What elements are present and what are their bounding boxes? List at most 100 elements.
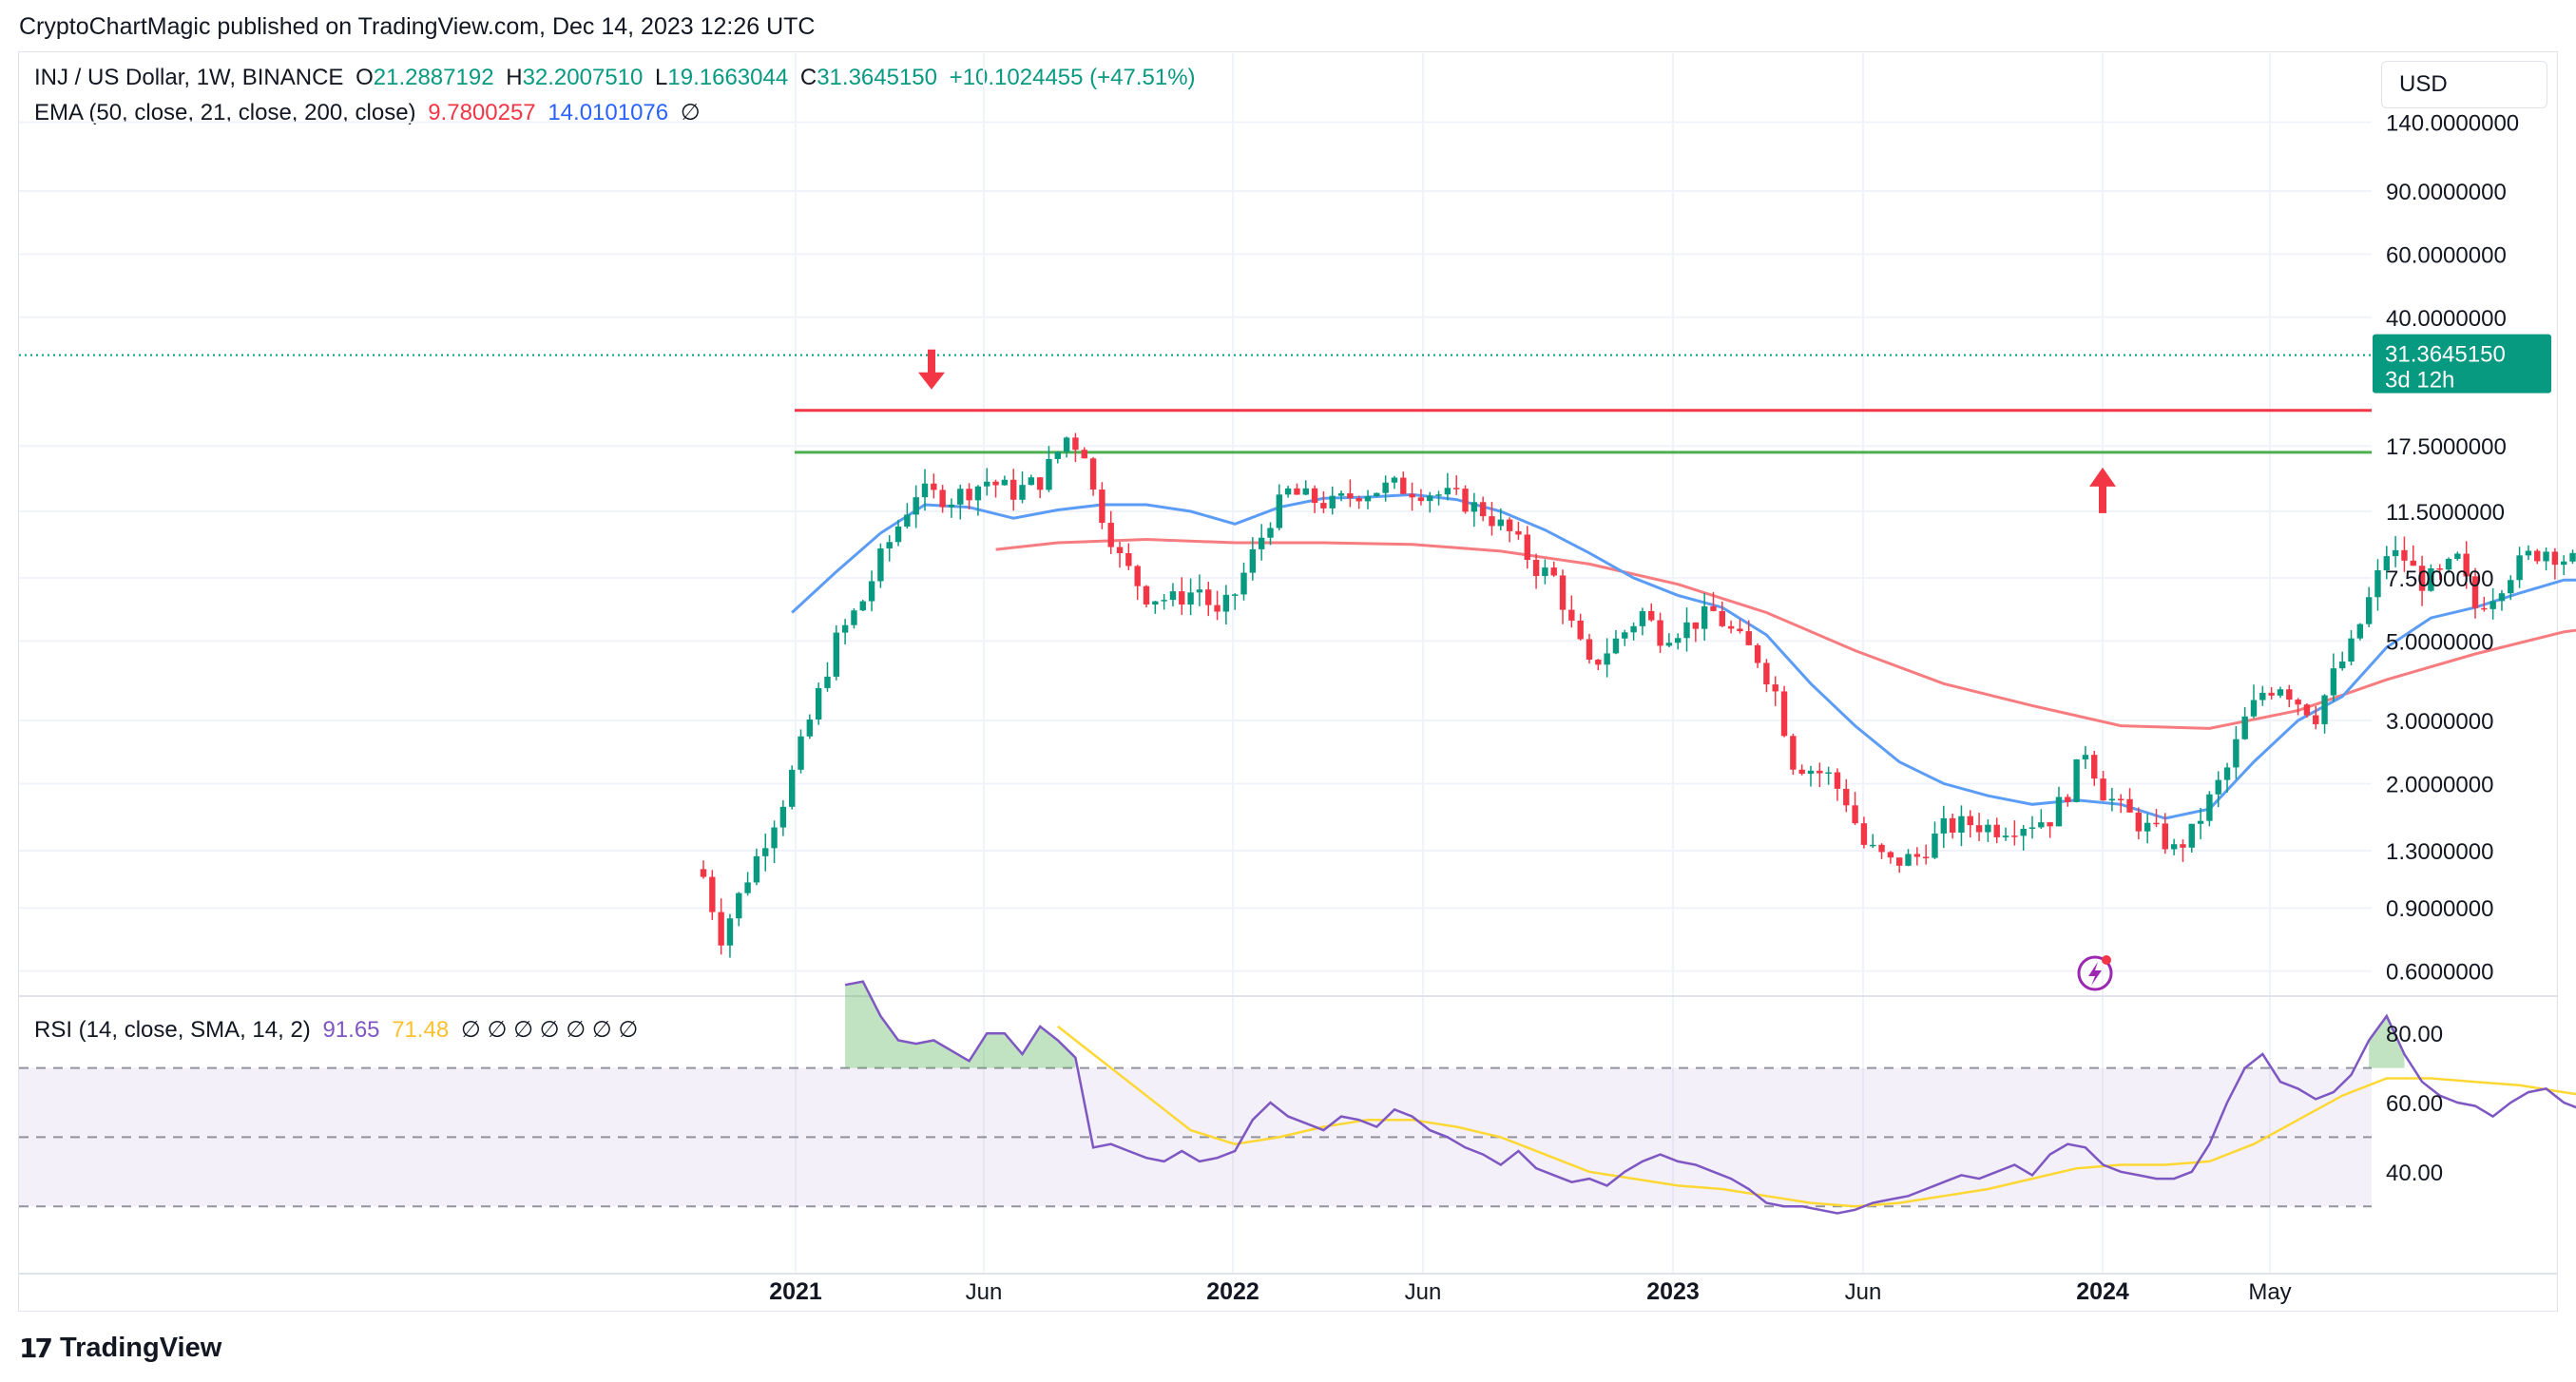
candle xyxy=(1364,496,1372,502)
candle xyxy=(1639,610,1646,626)
time-tick-label: May xyxy=(2248,1279,2291,1305)
candle xyxy=(1382,482,1389,493)
candle xyxy=(2143,822,2151,832)
rsi-tick-label: 40.00 xyxy=(2386,1161,2443,1186)
candle xyxy=(1435,494,1442,496)
candle xyxy=(2525,550,2532,556)
candle xyxy=(2002,835,2009,837)
candle xyxy=(1825,772,1832,775)
candle xyxy=(2481,607,2488,610)
candle xyxy=(966,489,972,501)
candle xyxy=(1001,479,1009,486)
rsi-pane xyxy=(844,980,2576,1215)
candle xyxy=(1958,816,1965,833)
time-tick-label: 2021 xyxy=(769,1278,822,1305)
candle xyxy=(2454,553,2461,559)
candle xyxy=(1683,622,1690,639)
ema50-value: 9.7800257 xyxy=(428,100,536,125)
high-value: H32.2007510 xyxy=(506,65,644,90)
candle xyxy=(1116,547,1124,553)
candle xyxy=(736,893,742,919)
candle xyxy=(762,848,769,856)
candle xyxy=(1453,488,1460,489)
rsi-band xyxy=(19,1066,2372,1208)
candle xyxy=(1790,736,1797,770)
candles xyxy=(700,432,2576,958)
candle xyxy=(1267,528,1274,538)
candle xyxy=(1940,817,1947,834)
candle xyxy=(859,601,866,611)
candle xyxy=(753,855,760,883)
grid-lines xyxy=(19,53,2557,1275)
price-tick-label: 2.0000000 xyxy=(2386,772,2493,797)
ema21-value: 14.0101076 xyxy=(548,100,669,125)
candle xyxy=(1515,530,1522,535)
annotations xyxy=(918,349,2116,991)
candle xyxy=(1922,856,1930,858)
ema50-line xyxy=(995,537,2576,730)
candle xyxy=(2392,549,2399,557)
candle xyxy=(779,806,787,828)
candle xyxy=(1019,485,1026,500)
candle xyxy=(1913,854,1921,857)
candle xyxy=(2561,561,2567,566)
candle xyxy=(2551,551,2559,566)
candle xyxy=(1258,537,1265,549)
candle xyxy=(726,918,734,946)
candle xyxy=(1391,477,1398,483)
candle xyxy=(1719,610,1725,626)
lightning-icon xyxy=(2077,955,2113,991)
candle xyxy=(1205,589,1212,605)
time-tick-label: Jun xyxy=(966,1279,1003,1305)
candle xyxy=(1772,684,1778,692)
candle xyxy=(1214,605,1221,612)
candle xyxy=(1497,519,1504,527)
candle xyxy=(1347,493,1354,499)
candle xyxy=(833,632,839,677)
candle xyxy=(2108,798,2116,801)
candle xyxy=(1400,477,1407,494)
candle xyxy=(1542,567,1548,577)
candle xyxy=(744,882,751,893)
candle xyxy=(2303,704,2311,716)
tradingview-footer[interactable]: 17 TradingView xyxy=(19,1333,221,1364)
tradingview-logo-icon: 17 xyxy=(19,1333,53,1364)
candle xyxy=(1727,625,1735,629)
candle xyxy=(2250,700,2258,717)
up-arrow-icon xyxy=(2089,467,2116,487)
candle xyxy=(718,912,724,946)
candle xyxy=(1072,437,1079,451)
candle xyxy=(1506,519,1513,531)
candle xyxy=(2188,823,2195,848)
candle xyxy=(1577,620,1584,640)
candle xyxy=(877,548,884,582)
candle xyxy=(1949,817,1956,833)
candle xyxy=(771,827,778,849)
candle xyxy=(2418,566,2426,591)
lightning-icon xyxy=(2088,962,2102,986)
candle xyxy=(1249,548,1257,573)
candle xyxy=(992,481,999,486)
candle xyxy=(1196,589,1203,593)
candle xyxy=(1860,823,1868,845)
candle xyxy=(2365,597,2373,624)
candle xyxy=(1675,638,1682,643)
candle xyxy=(2126,798,2133,813)
publisher-line: CryptoChartMagic published on TradingVie… xyxy=(19,13,816,40)
candle xyxy=(1417,497,1425,502)
candle xyxy=(2197,820,2204,824)
candle xyxy=(2508,580,2514,594)
currency-button[interactable]: USD xyxy=(2381,61,2547,108)
time-tick-label: 2022 xyxy=(1206,1278,1259,1305)
price-tick-label: 3.0000000 xyxy=(2386,709,2493,735)
candle xyxy=(1134,566,1141,586)
tradingview-brand: TradingView xyxy=(59,1333,222,1363)
candle xyxy=(2286,689,2293,701)
time-tick-label: Jun xyxy=(1845,1279,1882,1305)
candle xyxy=(1657,620,1663,646)
price-tick-label: 0.6000000 xyxy=(2386,960,2493,986)
close-value: C31.3645150 xyxy=(799,65,937,90)
candle xyxy=(2135,812,2143,832)
candle xyxy=(1665,643,1673,646)
